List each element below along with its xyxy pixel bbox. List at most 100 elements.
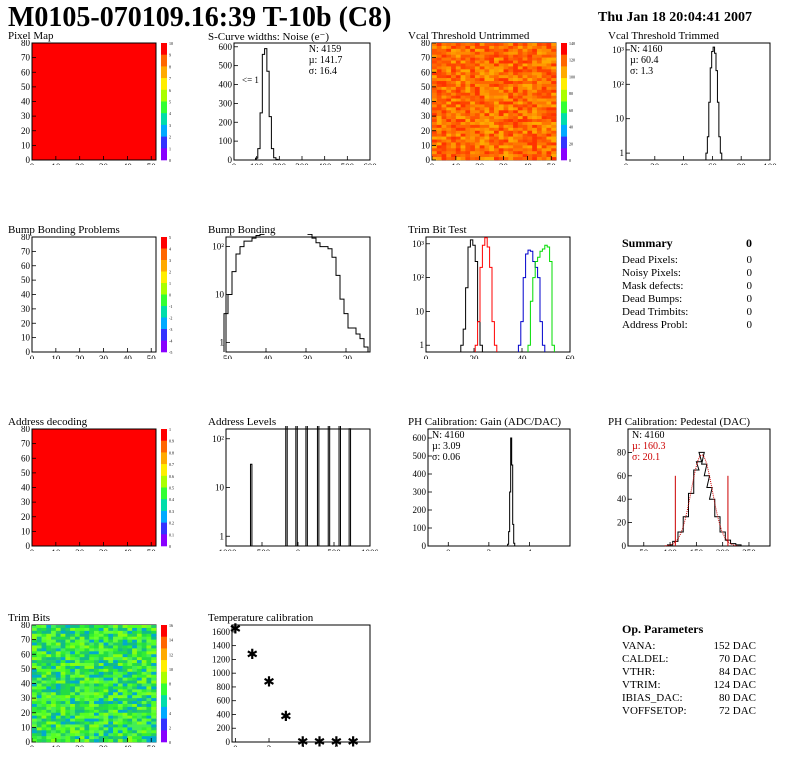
heatmap-cell: [551, 130, 557, 134]
heatmap-cell: [79, 730, 85, 734]
heatmap-cell: [541, 151, 547, 155]
x-tick-label: 200: [716, 548, 730, 551]
heatmap-cell: [136, 636, 142, 640]
heatmap-cell: [60, 636, 66, 640]
heatmap-cell: [46, 671, 52, 676]
heatmap-cell: [489, 119, 495, 123]
heatmap-cell: [541, 78, 547, 82]
heatmap-cell: [494, 136, 500, 140]
x-tick-label: 500: [341, 162, 355, 165]
y-tick-label: 40: [21, 483, 31, 493]
heatmap-cell: [436, 119, 442, 123]
heatmap-cell: [474, 124, 480, 129]
palette-swatch: [161, 730, 167, 743]
heatmap-cell: [46, 712, 52, 716]
heatmap-cell: [89, 674, 95, 678]
heatmap-cell: [465, 86, 471, 91]
heatmap-cell: [89, 625, 95, 629]
heatmap-cell: [460, 60, 466, 64]
heatmap-cell: [522, 127, 528, 132]
op-parameters-title: Op. Parameters: [622, 622, 704, 636]
heatmap-cell: [455, 48, 461, 53]
heatmap-cell: [536, 133, 542, 137]
heatmap-cell: [465, 113, 471, 117]
heatmap-cell: [436, 124, 442, 129]
heatmap-cell: [74, 645, 80, 649]
heatmap-cell: [527, 133, 533, 137]
y-tick-label: 1: [420, 340, 425, 350]
heatmap-cell: [32, 627, 38, 632]
heatmap-cell: [551, 121, 557, 126]
heatmap-cell: [498, 75, 504, 79]
palette-swatch: [161, 683, 167, 696]
heatmap-cell: [46, 739, 52, 743]
chart-title: Vcal Threshold Trimmed: [608, 30, 720, 42]
heatmap-cell: [41, 665, 47, 670]
x-tick-label: 200: [273, 162, 287, 165]
y-tick-label: 40: [21, 290, 31, 300]
heatmap-cell: [103, 721, 109, 725]
heatmap-cell: [432, 66, 438, 70]
palette-swatch: [161, 78, 167, 91]
heatmap-cell: [527, 66, 533, 70]
heatmap-cell: [94, 671, 100, 676]
heatmap-cell: [89, 689, 95, 693]
heatmap-cell: [32, 654, 38, 658]
heatmap-cell: [536, 119, 542, 123]
heatmap-cell: [41, 668, 47, 673]
heatmap-cell: [136, 695, 142, 699]
heatmap-cell: [436, 130, 442, 134]
heatmap-cell: [474, 116, 480, 120]
heatmap-cell: [541, 145, 547, 149]
heatmap-cell: [436, 142, 442, 146]
heatmap-cell: [498, 101, 504, 105]
heatmap-cell: [441, 48, 447, 53]
palette-tick-label: -1: [169, 304, 172, 309]
heatmap-cell: [551, 66, 557, 70]
heatmap-cell: [517, 107, 523, 111]
heatmap-cell: [65, 651, 71, 655]
heatmap-cell: [127, 633, 133, 637]
summary-row: Mask defects: 0: [622, 280, 752, 293]
heatmap-cell: [513, 63, 519, 67]
heatmap-cell: [65, 665, 71, 670]
heatmap-cell: [460, 101, 466, 105]
heatmap-cell: [117, 645, 123, 649]
stats-line: µ: 60.4: [630, 55, 659, 66]
palette-swatch: [161, 464, 167, 477]
heatmap-cell: [127, 701, 133, 705]
heatmap-cell: [460, 136, 466, 140]
heatmap-cell: [474, 63, 480, 67]
heatmap-cell: [32, 689, 38, 693]
heatmap-cell: [122, 712, 128, 716]
heatmap-cell: [460, 116, 466, 120]
palette-swatch: [161, 429, 167, 441]
heatmap-cell: [32, 651, 38, 655]
heatmap-cell: [446, 57, 452, 61]
x-tick-label: 0: [430, 162, 435, 165]
heatmap-cell: [103, 645, 109, 649]
heatmap-cell: [536, 139, 542, 143]
y-tick-label: 70: [21, 635, 31, 645]
heatmap-cell: [141, 721, 147, 725]
heatmap-cell: [451, 43, 457, 47]
heatmap-cell: [479, 101, 485, 105]
param-label: VTHR:: [622, 666, 655, 678]
heatmap-cell: [455, 83, 461, 88]
heatmap-cell: [113, 698, 119, 702]
heatmap-cell: [517, 75, 523, 79]
heatmap-cell: [465, 145, 471, 149]
heatmap-cell: [474, 43, 480, 47]
palette-tick-label: 0.8: [169, 450, 174, 455]
heatmap-cell: [32, 657, 38, 661]
heatmap-cell: [146, 698, 152, 702]
heatmap-cell: [541, 142, 547, 146]
heatmap-cell: [89, 668, 95, 673]
heatmap-cell: [103, 692, 109, 696]
heatmap-cell: [89, 727, 95, 731]
heatmap-cell: [498, 45, 504, 50]
address-peak: [316, 426, 320, 546]
x-tick-label: 10: [451, 162, 461, 165]
palette-tick-label: 0: [169, 544, 171, 549]
heatmap-cell: [522, 66, 528, 70]
